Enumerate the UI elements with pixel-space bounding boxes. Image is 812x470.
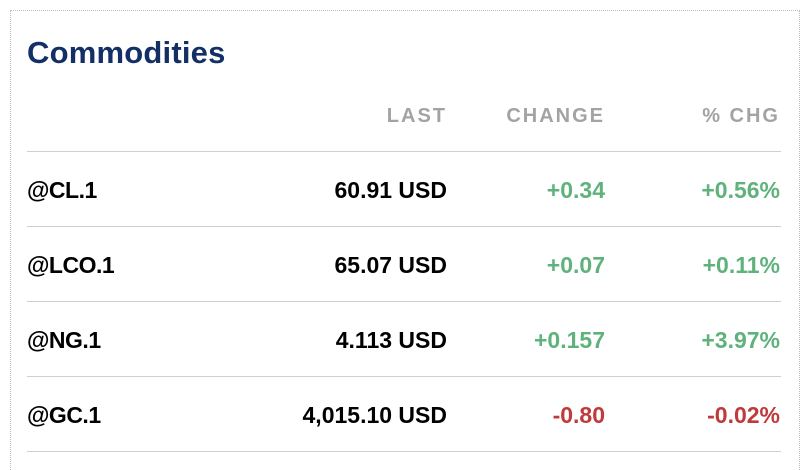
pct-change-cell: +3.97%	[701, 327, 780, 353]
last-price-cell: 4,015.10 USD	[302, 402, 447, 428]
table-row[interactable]: @CL.1 60.91 USD +0.34 +0.56%	[27, 152, 781, 227]
pct-change-cell: +0.11%	[702, 252, 780, 278]
commodities-table: LAST CHANGE % CHG @CL.1 60.91 USD +0.34 …	[27, 97, 781, 452]
column-header-pct-change: % CHG	[702, 105, 780, 127]
change-cell: +0.34	[546, 177, 605, 203]
table-row[interactable]: @GC.1 4,015.10 USD -0.80 -0.02%	[27, 377, 781, 452]
table-row[interactable]: @LCO.1 65.07 USD +0.07 +0.11%	[27, 227, 781, 302]
pct-change-cell: +0.56%	[701, 177, 780, 203]
table-header: LAST CHANGE % CHG	[27, 97, 781, 152]
change-cell: +0.07	[546, 252, 605, 278]
table-row[interactable]: @NG.1 4.113 USD +0.157 +3.97%	[27, 302, 781, 377]
pct-change-cell: -0.02%	[707, 402, 780, 428]
last-price-cell: 65.07 USD	[334, 252, 447, 278]
symbol-cell[interactable]: @GC.1	[27, 402, 101, 428]
symbol-cell[interactable]: @NG.1	[27, 327, 101, 353]
widget-title: Commodities	[27, 35, 226, 70]
symbol-cell[interactable]: @CL.1	[27, 177, 97, 203]
last-price-cell: 4.113 USD	[335, 327, 447, 353]
change-cell: +0.157	[534, 327, 605, 353]
symbol-cell[interactable]: @LCO.1	[27, 252, 115, 278]
column-header-last: LAST	[386, 105, 447, 127]
change-cell: -0.80	[552, 402, 605, 428]
column-header-change: CHANGE	[506, 105, 605, 127]
last-price-cell: 60.91 USD	[334, 177, 447, 203]
commodities-widget: Commodities LAST CHANGE % CHG @CL.1 60.9…	[10, 10, 800, 470]
